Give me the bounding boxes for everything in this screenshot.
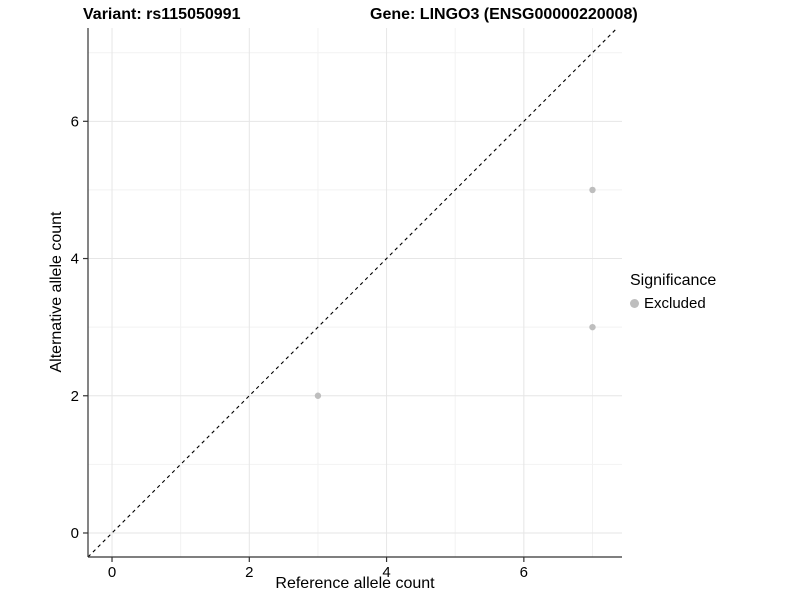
identity-dashed-line <box>87 27 618 558</box>
x-axis-title: Reference allele count <box>275 575 435 592</box>
data-point <box>589 186 596 194</box>
x-tick-label: 6 <box>520 564 528 581</box>
y-tick-label: 2 <box>71 388 79 405</box>
excluded-point-icon <box>630 299 639 308</box>
axis-lines <box>87 28 622 558</box>
legend: Significance Excluded <box>630 272 716 312</box>
legend-entry: Excluded <box>630 295 716 312</box>
gene-title: Gene: LINGO3 (ENSG00000220008) <box>370 6 638 23</box>
x-tick-label: 0 <box>108 564 116 581</box>
y-tick-label: 6 <box>71 113 79 130</box>
y-tick-label: 4 <box>71 251 79 268</box>
legend-entry-label: Excluded <box>644 295 706 312</box>
x-tick-label: 2 <box>245 564 253 581</box>
x-tick-label: 4 <box>382 564 390 581</box>
data-point <box>589 323 596 331</box>
data-point <box>314 392 322 399</box>
tick-labels: 0 2 4 6 0 2 4 6 <box>71 113 528 581</box>
y-axis-title: Alternative allele count <box>48 211 65 373</box>
y-tick-label: 0 <box>71 525 79 542</box>
axis-ticks <box>83 120 525 562</box>
series-excluded <box>314 186 596 399</box>
legend-title: Significance <box>630 272 717 289</box>
variant-title: Variant: rs115050991 <box>83 6 241 23</box>
gridlines-major <box>88 28 622 557</box>
gridlines-minor <box>88 28 622 557</box>
